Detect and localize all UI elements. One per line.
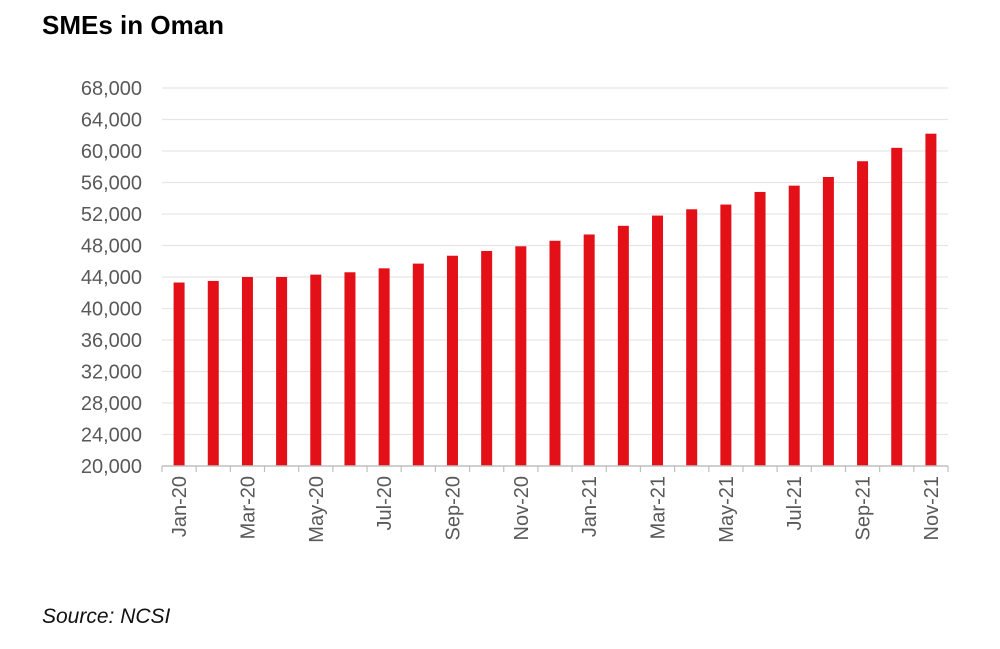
source-note: Source: NCSI (42, 605, 171, 628)
bar (173, 282, 185, 466)
y-tick-label: 52,000 (81, 204, 142, 226)
bar (822, 176, 834, 467)
bars (173, 133, 937, 467)
x-tick-label: Jan-21 (579, 476, 601, 537)
bar (310, 274, 322, 466)
x-tick-label: Mar-20 (237, 476, 259, 539)
x-axis (161, 465, 949, 472)
y-tick-label: 36,000 (81, 330, 142, 352)
bar (412, 263, 424, 466)
bar (925, 133, 937, 467)
y-tick-label: 40,000 (81, 299, 142, 321)
bar (549, 240, 561, 466)
bar (891, 147, 903, 466)
y-tick-label: 20,000 (81, 456, 142, 478)
x-tick-label: May-21 (716, 476, 738, 543)
bar-chart: 20,000 24,000 28,000 32,000 36,000 40,000 44,0… (81, 78, 949, 543)
bar (617, 225, 629, 466)
chart-title: SMEs in Oman (42, 10, 225, 40)
bar (857, 161, 869, 467)
bar (788, 185, 800, 466)
x-tick-label: May-20 (306, 476, 328, 543)
y-tick-label: 60,000 (81, 141, 142, 163)
bar (207, 280, 219, 466)
x-tick-label: Sep-21 (853, 476, 875, 541)
bar (276, 277, 288, 466)
bar (344, 272, 356, 466)
y-tick-label: 28,000 (81, 393, 142, 415)
y-tick-label: 64,000 (81, 110, 142, 132)
bar (446, 255, 458, 466)
x-tick-label: Mar-21 (648, 476, 670, 539)
y-tick-label: 24,000 (81, 425, 142, 447)
bar (652, 215, 664, 466)
bar (481, 251, 493, 466)
bar (583, 234, 595, 466)
x-tick-label: Sep-20 (442, 476, 464, 541)
y-tick-label: 56,000 (81, 173, 142, 195)
bar (378, 268, 390, 466)
bar (754, 191, 766, 466)
y-axis-tick-labels: 20,000 24,000 28,000 32,000 36,000 40,000 44,0… (81, 78, 142, 478)
y-tick-label: 44,000 (81, 267, 142, 289)
y-tick-label: 68,000 (81, 78, 142, 100)
x-tick-label: Nov-21 (921, 476, 943, 540)
bar (515, 246, 527, 466)
y-tick-label: 48,000 (81, 236, 142, 258)
x-axis-tick-labels: Jan-20 Mar-20 May-20 Jul-20 Sep-20 Nov-20 Jan-… (169, 476, 943, 543)
x-tick-label: Nov-20 (511, 476, 533, 540)
x-tick-label: Jul-21 (784, 476, 806, 530)
x-tick-label: Jul-20 (374, 476, 396, 530)
x-tick-label: Jan-20 (169, 476, 191, 537)
bar (720, 204, 732, 467)
y-tick-label: 32,000 (81, 362, 142, 384)
bar (241, 277, 253, 466)
bar (686, 209, 698, 466)
